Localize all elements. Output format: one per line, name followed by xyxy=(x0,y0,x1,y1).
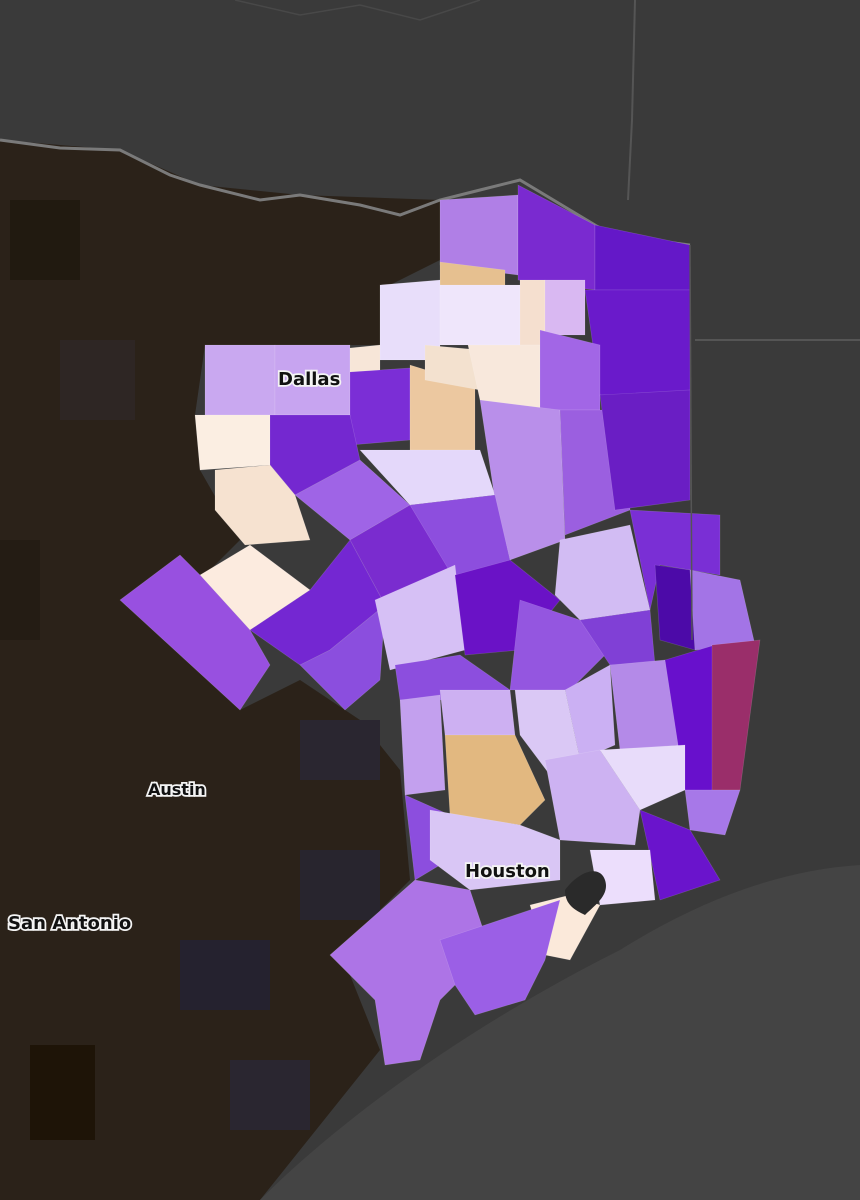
county xyxy=(60,340,135,420)
county xyxy=(544,279,586,336)
bay xyxy=(565,871,606,915)
county xyxy=(10,200,80,280)
counties xyxy=(119,184,761,1066)
county xyxy=(439,284,521,346)
state-border xyxy=(689,244,693,641)
county xyxy=(479,399,566,561)
state-border xyxy=(234,0,481,21)
county xyxy=(509,599,611,691)
county xyxy=(204,344,276,416)
city-label: Houston xyxy=(465,861,550,882)
county xyxy=(299,604,386,711)
county xyxy=(194,414,271,471)
county xyxy=(300,720,380,780)
county xyxy=(399,694,446,796)
county xyxy=(439,899,561,1016)
county xyxy=(230,1060,310,1130)
state-border xyxy=(627,0,636,201)
city-label: Austin xyxy=(148,780,206,799)
county xyxy=(329,879,491,1066)
county xyxy=(439,689,516,736)
county xyxy=(0,540,40,640)
city-label: San Antonio xyxy=(8,913,131,934)
county xyxy=(214,464,311,546)
county xyxy=(439,194,519,276)
county xyxy=(444,734,546,826)
county xyxy=(599,389,691,511)
county xyxy=(544,749,641,846)
county xyxy=(639,809,721,901)
county xyxy=(654,564,696,651)
county xyxy=(584,289,691,396)
gulf xyxy=(260,865,860,1200)
river-border xyxy=(0,138,691,247)
county xyxy=(564,664,616,761)
county xyxy=(180,940,270,1010)
county xyxy=(684,789,741,836)
county xyxy=(349,344,381,373)
city-label: Dallas xyxy=(278,369,340,390)
county xyxy=(349,367,411,446)
county xyxy=(300,850,380,920)
county xyxy=(429,809,561,891)
county xyxy=(30,1045,95,1140)
